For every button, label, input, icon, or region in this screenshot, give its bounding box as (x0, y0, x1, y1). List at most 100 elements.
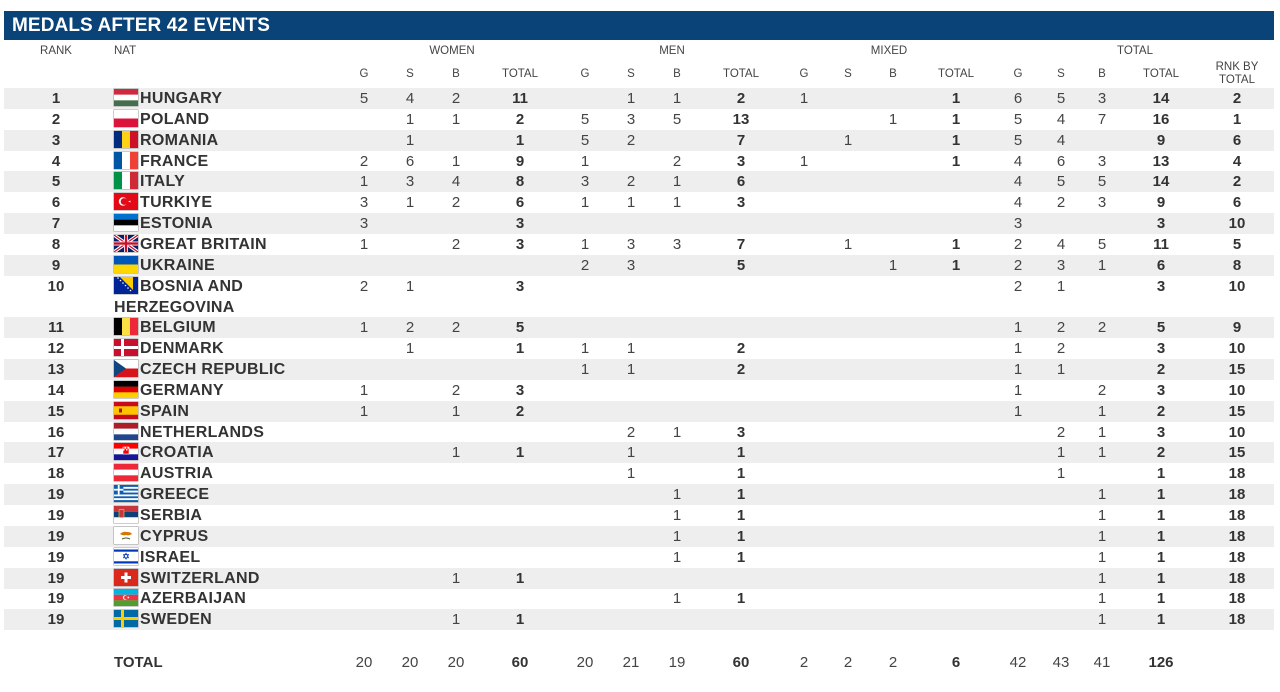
title-bar: MEDALS AFTER 42 EVENTS (4, 11, 1274, 40)
rank-cell: 17 (47, 444, 65, 462)
men-total-cell: 5 (736, 256, 746, 274)
table-row: 11 BELGIUM 1 2 2 5 1 2 2 5 9 (4, 317, 1274, 339)
total-b-cell: 1 (1097, 444, 1107, 462)
cyprus-flag-icon (114, 526, 138, 544)
women-b-cell: 1 (451, 152, 461, 170)
women-g-cell: 2 (359, 277, 369, 295)
mixed-total-cell: 1 (951, 131, 961, 149)
women-total-cell: 6 (515, 194, 525, 212)
mixed-total-cell: 1 (951, 110, 961, 128)
total-s-cell: 1 (1056, 465, 1066, 483)
totals-men-b: 19 (668, 654, 686, 671)
men-b-cell: 1 (672, 507, 682, 524)
men-g-cell: 2 (580, 256, 590, 274)
women-g-cell: 3 (359, 215, 369, 233)
rank-cell: 6 (51, 194, 61, 212)
women-s-cell: 1 (405, 277, 415, 295)
table-row: 15 SPAIN 1 1 2 1 1 2 15 (4, 400, 1274, 422)
sweden-flag-icon (114, 610, 138, 628)
men-s-cell: 1 (626, 340, 636, 358)
women-b-cell: 1 (451, 444, 461, 462)
total-total-cell: 6 (1156, 256, 1166, 274)
total-total-cell: 1 (1156, 548, 1166, 566)
mixed-g-cell: 1 (799, 90, 809, 107)
total-g-cell: 5 (1013, 110, 1023, 128)
men-s-cell: 3 (626, 110, 636, 128)
rank-header: RANK (40, 45, 72, 57)
mixed-total-cell: 1 (951, 235, 961, 253)
total-total-cell: 2 (1156, 361, 1166, 379)
women-total-cell: 3 (515, 381, 525, 399)
rank-by-total-cell: 2 (1232, 90, 1242, 107)
women-b-cell: 2 (451, 90, 461, 107)
total-total-cell: 9 (1156, 131, 1166, 149)
nation-name: GREAT BRITAIN (140, 235, 267, 253)
nation-name: BELGIUM (140, 319, 216, 337)
men-total-cell: 2 (736, 361, 746, 379)
men-total-cell: 6 (736, 173, 746, 191)
total-total-cell: 2 (1156, 402, 1166, 420)
rank-by-total-cell: 1 (1232, 110, 1242, 128)
switzerland-flag-icon (114, 568, 138, 586)
men-total-cell: 1 (736, 527, 746, 545)
nation-name: CYPRUS (140, 527, 209, 545)
belgium-flag-icon (114, 318, 138, 336)
totals-men-total: 60 (732, 654, 750, 671)
nation-name: ROMANIA (140, 131, 219, 149)
total-b-cell: 2 (1097, 319, 1107, 337)
total-b-cell: 3 (1097, 152, 1107, 170)
mixed-s-cell: 1 (843, 131, 853, 149)
nation-name: CROATIA (140, 444, 214, 462)
nation-name: GREECE (140, 486, 210, 504)
total-s-cell: 2 (1056, 194, 1066, 212)
women-b-cell: 2 (451, 319, 461, 337)
totals-women-s: 20 (401, 654, 419, 671)
men-total-cell: 1 (736, 590, 746, 608)
total-s-cell: 4 (1056, 110, 1066, 128)
rank-cell: 7 (51, 215, 61, 233)
total-b-cell: 1 (1097, 423, 1107, 441)
total-total-cell: 11 (1153, 235, 1169, 253)
total-b-header: B (1098, 68, 1106, 80)
total-b-cell: 1 (1097, 548, 1107, 566)
total-g-cell: 2 (1013, 256, 1023, 274)
nation-name: SPAIN (140, 402, 190, 420)
rank-by-total-cell: 18 (1228, 507, 1246, 524)
men-b-cell: 2 (672, 152, 682, 170)
men-b-cell: 1 (672, 90, 682, 107)
women-total-cell: 1 (515, 340, 525, 358)
men-b-header: B (673, 68, 681, 80)
mixed-b-cell: 1 (888, 110, 898, 128)
total-s-cell: 1 (1056, 361, 1066, 379)
total-b-cell: 5 (1097, 235, 1107, 253)
women-b-cell: 2 (451, 194, 461, 212)
totals-row-inner: TOTAL 20 20 20 60 20 21 19 60 2 2 2 6 42 43 41 126 (4, 652, 1274, 673)
nation-name: ISRAEL (140, 548, 201, 566)
table-row: 3 ROMANIA 1 1 5 2 7 1 1 5 4 9 6 (4, 129, 1274, 151)
mixed-total-cell: 1 (951, 256, 961, 274)
rank-by-total-header-line1: RNK BY (1215, 61, 1259, 73)
total-g-cell: 6 (1013, 90, 1023, 107)
rank-by-total-cell: 18 (1228, 569, 1246, 587)
total-total-cell: 5 (1156, 319, 1166, 337)
nation-name: DENMARK (140, 340, 224, 358)
table-row: 19 CYPRUS 1 1 1 1 18 (4, 525, 1274, 547)
women-total-cell: 3 (515, 277, 525, 295)
women-total-cell: 1 (515, 611, 525, 629)
table-row: 12 DENMARK 1 1 1 1 2 1 2 3 10 (4, 338, 1274, 359)
france-flag-icon (114, 151, 138, 169)
women-s-cell: 2 (405, 319, 415, 337)
men-b-cell: 1 (672, 548, 682, 566)
women-b-header: B (452, 68, 460, 80)
women-s-cell: 1 (405, 131, 415, 149)
rank-cell: 16 (47, 423, 65, 441)
bosnia-flag-icon (114, 276, 138, 294)
total-g-cell: 1 (1013, 361, 1023, 379)
table-row: 19 SERBIA 1 1 1 1 18 (4, 505, 1274, 526)
men-s-cell: 2 (626, 173, 636, 191)
women-total-cell: 3 (515, 235, 525, 253)
totals-total-s: 43 (1052, 654, 1070, 671)
total-total-cell: 1 (1156, 507, 1166, 524)
rank-cell: 18 (47, 465, 65, 483)
